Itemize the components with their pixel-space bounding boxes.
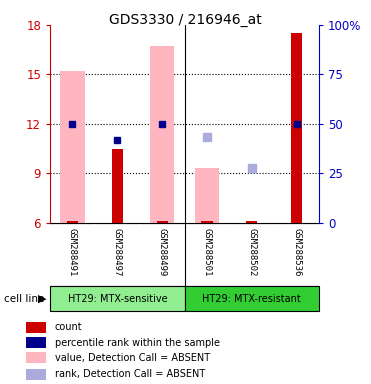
Bar (157, 221, 168, 223)
Bar (67, 221, 78, 223)
Text: rank, Detection Call = ABSENT: rank, Detection Call = ABSENT (55, 369, 205, 379)
Bar (185, 286, 319, 311)
Text: GSM288501: GSM288501 (203, 228, 211, 276)
Text: value, Detection Call = ABSENT: value, Detection Call = ABSENT (55, 353, 210, 363)
Text: GSM288536: GSM288536 (292, 228, 301, 276)
Bar (50, 286, 185, 311)
Text: GSM288502: GSM288502 (247, 228, 256, 276)
Text: cell line: cell line (4, 293, 44, 304)
Bar (26, 322, 46, 333)
Text: count: count (55, 322, 82, 332)
Bar (150, 46, 174, 223)
Bar (26, 352, 46, 363)
Bar (26, 369, 46, 380)
Text: ▶: ▶ (39, 293, 47, 304)
Text: GDS3330 / 216946_at: GDS3330 / 216946_at (109, 13, 262, 27)
Text: GSM288499: GSM288499 (158, 228, 167, 276)
Bar (26, 337, 46, 348)
Bar (112, 149, 123, 223)
Bar (246, 221, 257, 223)
Text: percentile rank within the sample: percentile rank within the sample (55, 338, 220, 348)
Text: HT29: MTX-sensitive: HT29: MTX-sensitive (68, 293, 167, 304)
Text: HT29: MTX-resistant: HT29: MTX-resistant (203, 293, 301, 304)
Bar (195, 168, 219, 223)
Text: GSM288491: GSM288491 (68, 228, 77, 276)
Bar (201, 221, 213, 223)
Text: GSM288497: GSM288497 (113, 228, 122, 276)
Bar (60, 71, 85, 223)
Bar (291, 33, 302, 223)
